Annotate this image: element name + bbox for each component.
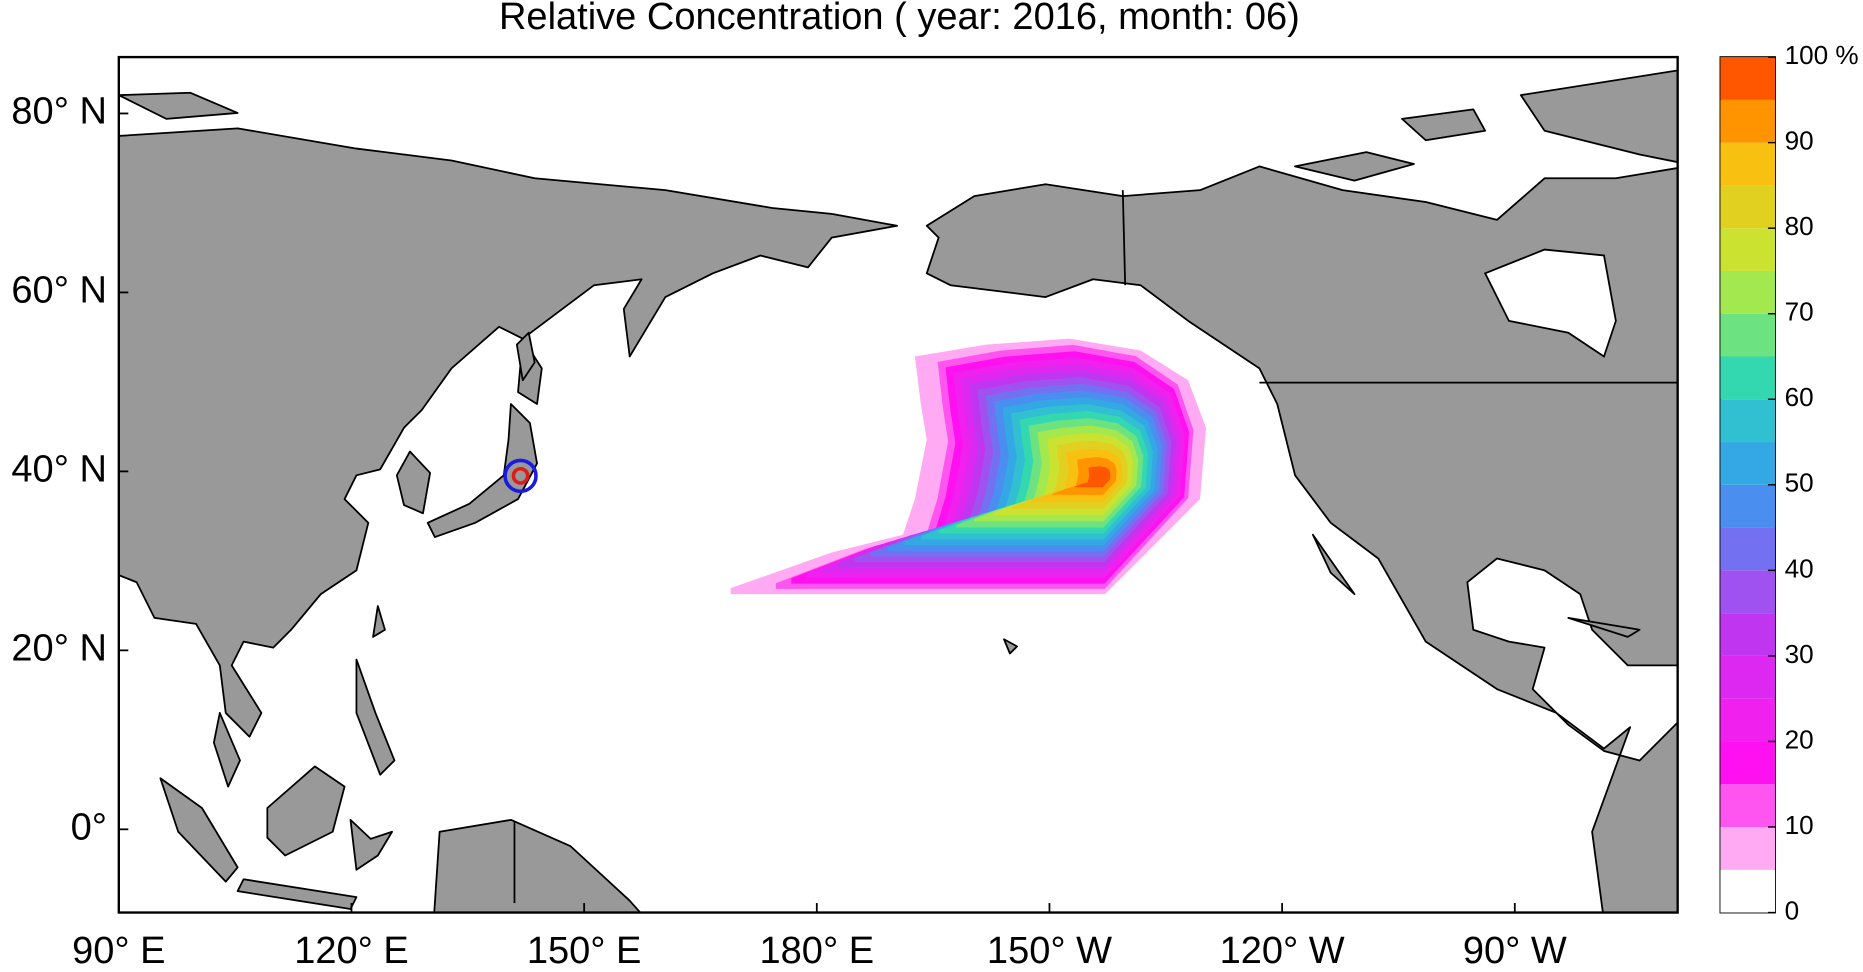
- colorbar-band: [1720, 313, 1776, 357]
- colorbar-band: [1720, 399, 1776, 443]
- cuba: [1567, 616, 1641, 638]
- x-tick-label: 120° E: [294, 930, 409, 972]
- colorbar-tick-label: 70: [1785, 297, 1814, 327]
- honshu: [426, 403, 538, 538]
- y-tick-label: 0°: [71, 806, 107, 848]
- colorbar-band: [1720, 698, 1776, 742]
- malay-peninsula: [212, 712, 241, 788]
- hawaii: [1003, 638, 1018, 655]
- y-tick-label: 80° N: [11, 91, 107, 133]
- colorbar-band: [1720, 570, 1776, 614]
- asia: [118, 127, 898, 738]
- x-tick-label: 180° E: [760, 930, 875, 972]
- x-tick-label: 150° W: [987, 930, 1112, 972]
- colorbar-tick-label: 100 %: [1785, 40, 1859, 70]
- source-ring-inner: [511, 466, 530, 485]
- new-guinea: [433, 818, 642, 913]
- plume-contour: [1074, 466, 1111, 488]
- colorbar-band: [1720, 356, 1776, 400]
- sumatra: [159, 777, 239, 883]
- arctic-island: [1401, 108, 1487, 142]
- colorbar-band: [1720, 869, 1776, 913]
- colorbar-tick-label: 20: [1785, 724, 1814, 754]
- y-tick-label: 60° N: [11, 269, 107, 311]
- basemap: [118, 69, 1678, 913]
- x-tick-label: 90° E: [72, 930, 165, 972]
- java: [236, 878, 358, 910]
- colorbar-band: [1720, 185, 1776, 229]
- colorbar-band: [1720, 655, 1776, 699]
- colorbar-band: [1720, 228, 1776, 271]
- sulawesi: [349, 818, 393, 871]
- colorbar-band: [1720, 270, 1776, 314]
- alaska-border: [1121, 190, 1127, 286]
- colorbar-tick-label: 50: [1785, 468, 1814, 498]
- arctic-island: [1294, 151, 1415, 182]
- philippines: [355, 658, 396, 776]
- colorbar-band: [1720, 99, 1776, 143]
- colorbar-tick-label: 40: [1785, 553, 1814, 583]
- x-tick-label: 150° E: [527, 930, 642, 972]
- baja: [1312, 533, 1356, 596]
- colorbar-tick-label: 10: [1785, 810, 1814, 840]
- colorbar-tick-label: 30: [1785, 639, 1814, 669]
- colorbar-tick-label: 90: [1785, 126, 1814, 156]
- north-america: [925, 165, 1678, 913]
- sakhalin: [515, 331, 536, 382]
- colorbar-band: [1720, 527, 1776, 571]
- borneo: [266, 765, 346, 857]
- colorbar-tick-label: 60: [1785, 382, 1814, 412]
- colorbar-band: [1720, 784, 1776, 827]
- y-tick-label: 40° N: [11, 448, 107, 490]
- plume: [730, 338, 1206, 595]
- colorbar-band: [1720, 741, 1776, 785]
- x-tick-label: 90° W: [1463, 930, 1567, 972]
- korea: [395, 450, 431, 515]
- map-title: Relative Concentration ( year: 2016, mon…: [499, 0, 1300, 38]
- x-tick-label: 120° W: [1220, 930, 1345, 972]
- colorbar-band: [1720, 442, 1776, 485]
- hudson-bay: [1483, 248, 1617, 358]
- colorbar-band: [1720, 57, 1776, 100]
- colorbar-band: [1720, 826, 1776, 870]
- colorbar-tick-label: 80: [1785, 211, 1814, 241]
- plot-frame: [117, 55, 1679, 914]
- y-tick-label: 20° N: [11, 627, 107, 669]
- colorbar-band: [1720, 484, 1776, 528]
- colorbar-tick-label: 0: [1785, 895, 1800, 925]
- colorbar-band: [1720, 142, 1776, 186]
- greenland: [1519, 69, 1678, 164]
- source-ring-outer: [503, 458, 538, 494]
- colorbar-band: [1720, 613, 1776, 656]
- taiwan: [372, 605, 386, 638]
- arctic-island: [118, 91, 239, 120]
